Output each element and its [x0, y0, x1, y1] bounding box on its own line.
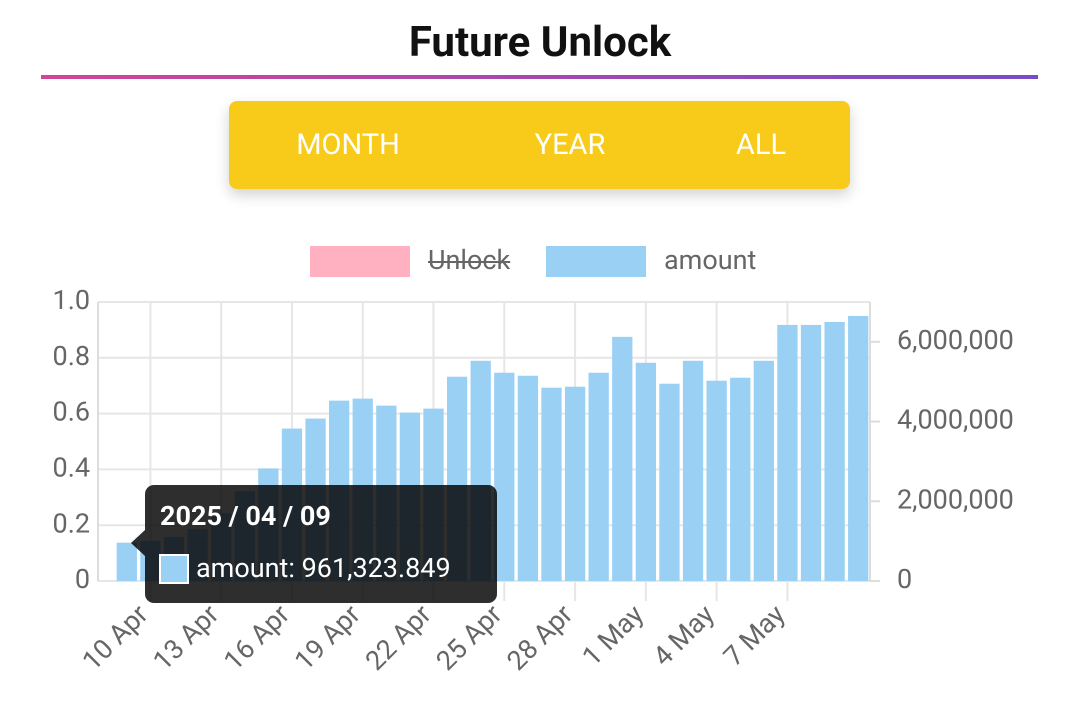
bar [494, 372, 515, 581]
y-tick-label: 1.0 [53, 284, 90, 316]
x-tick-label: 4 May [647, 598, 721, 672]
y-tick-label: 0.8 [53, 340, 90, 372]
x-tick-label: 16 Apr [217, 598, 295, 676]
bar [777, 324, 798, 581]
bar [612, 336, 633, 581]
x-tick-label: 10 Apr [76, 598, 154, 676]
bar [753, 360, 774, 581]
tooltip: 2025 / 04 / 09 amount: 961,323.849 [131, 485, 497, 603]
x-tick-label: 1 May [576, 598, 650, 672]
bar [730, 377, 751, 581]
tooltip-swatch [159, 554, 189, 584]
bar [706, 380, 727, 581]
x-tick-label: 7 May [717, 598, 791, 672]
bar [682, 360, 704, 581]
bar [564, 386, 586, 581]
legend-label: Unlock [428, 244, 511, 276]
y-tick-label: 0 [75, 563, 90, 595]
tab-button[interactable]: ALL [735, 128, 787, 162]
title-underline [41, 75, 1038, 79]
bar [824, 321, 845, 581]
bar [635, 362, 657, 581]
y-tick-label: 0.6 [53, 396, 90, 428]
y2-tick-label: 6,000,000 [897, 324, 1014, 356]
tooltip-box [145, 485, 497, 603]
tab-button[interactable]: YEAR [534, 128, 606, 162]
x-tick-label: 19 Apr [288, 598, 366, 676]
bar [116, 542, 137, 581]
legend-label: amount [664, 244, 756, 276]
x-tick-label: 13 Apr [147, 598, 225, 676]
y-tick-label: 0.2 [53, 507, 90, 539]
legend-swatch [546, 246, 646, 277]
bar [800, 324, 822, 581]
x-tick-label: 28 Apr [501, 598, 579, 676]
tooltip-title: 2025 / 04 / 09 [160, 500, 331, 532]
page-title: Future Unlock [408, 18, 672, 67]
bar [517, 375, 539, 581]
tab-bar: MONTH YEAR ALL [229, 101, 850, 189]
tooltip-text: amount: 961,323.849 [196, 552, 451, 584]
legend-swatch [310, 246, 410, 277]
tab-button[interactable]: MONTH [296, 128, 400, 162]
bar [848, 315, 869, 581]
tooltip-arrow [131, 530, 145, 556]
bar [541, 387, 562, 581]
bar [588, 372, 609, 581]
x-tick-label: 25 Apr [430, 598, 508, 676]
y-tick-label: 0.4 [53, 452, 90, 484]
y2-tick-label: 4,000,000 [897, 404, 1014, 436]
x-tick-label: 22 Apr [359, 598, 437, 676]
y2-tick-label: 2,000,000 [897, 483, 1014, 515]
bar [659, 383, 680, 581]
y2-tick-label: 0 [897, 563, 912, 595]
